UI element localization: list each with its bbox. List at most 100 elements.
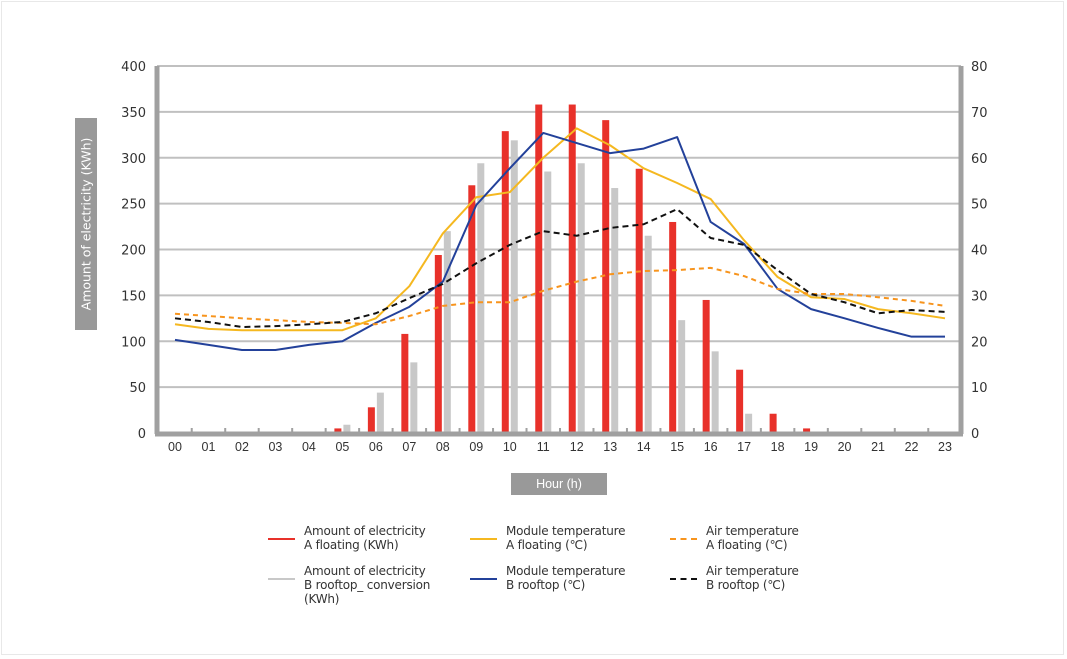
legend-label: Air temperature A floating (℃) [706,524,799,552]
lines [174,127,946,351]
x-tick-label: 20 [838,440,852,454]
x-tick-label: 14 [637,440,651,454]
x-tick-label: 16 [704,440,718,454]
bar-b-rooftop [611,188,619,433]
x-tick-label: 02 [235,440,249,454]
x-tick-label: 03 [268,440,282,454]
legend-label: Air temperature B rooftop (℃) [706,564,799,592]
bar-b-rooftop [544,171,552,433]
legend-label: Module temperature A floating (℃) [506,524,626,552]
y-tick-label: 50 [129,381,146,396]
x-tick-label: 00 [168,440,182,454]
bar-b-rooftop [644,235,652,433]
bar-b-rooftop [376,392,384,433]
y2-tick-labels: 0 10 20 30 40 50 60 70 80 [971,60,988,442]
y-tick-label: 150 [121,289,146,304]
x-tick-label: 12 [570,440,584,454]
bar-b-rooftop [510,140,518,433]
x-tick-label: 13 [603,440,617,454]
bar-a-floating [736,369,744,433]
y-tick-label: 250 [121,198,146,213]
bar-a-floating [602,120,610,433]
legend-swatch [670,578,697,580]
legend-label: Amount of electricity A floating (KWh) [304,524,426,552]
y2-tick-label: 30 [971,289,988,304]
bar-a-floating [635,168,643,433]
x-tick-label: 22 [905,440,919,454]
bar-b-rooftop [343,424,351,433]
x-tick-labels: 00 01 02 03 04 05 06 07 08 09 10 11 12 13 14 15 16 17 18 19… [168,440,952,454]
legend-swatch [470,538,497,540]
y-axis-label: Amount of electricity (KWh) [78,137,94,311]
legend-module-temp-a: Module temperature A floating (℃) [470,524,625,552]
x-tick-label: 07 [402,440,416,454]
x-tick-label: 06 [369,440,383,454]
legend-electricity-a: Amount of electricity A floating (KWh) [268,524,426,552]
y-tick-label: 200 [121,244,146,259]
y-tick-label: 0 [138,427,146,442]
bar-a-floating [568,104,576,433]
legend: Amount of electricity A floating (KWh) Mo… [268,524,828,614]
y2-tick-label: 80 [971,60,988,75]
x-tick-label: 09 [469,440,483,454]
x-tick-label: 21 [871,440,885,454]
bar-b-rooftop [577,163,585,433]
legend-swatch [268,578,295,580]
legend-electricity-b: Amount of electricity B rooftop_ convers… [268,564,430,606]
y-tick-labels: 0 50 100 150 200 250 300 350 400 [121,60,146,442]
x-axis-label: Hour (h) [511,473,607,495]
y2-tick-label: 70 [971,106,988,121]
legend-label: Amount of electricity B rooftop_ convers… [304,564,431,606]
bar-b-rooftop [410,362,418,433]
legend-swatch [670,538,697,540]
y2-tick-label: 50 [971,198,988,213]
y2-tick-label: 20 [971,335,988,350]
y-tick-label: 400 [121,60,146,75]
axes [154,66,964,437]
bar-a-floating [367,407,375,433]
bar-a-floating [669,221,677,433]
bar-a-floating [468,185,476,433]
y-axis-label-box [75,118,97,330]
x-tick-label: 01 [202,440,216,454]
bar-a-floating [501,131,509,433]
line-module-temp-a [174,127,946,332]
x-tick-label: 04 [302,440,316,454]
y2-tick-label: 60 [971,152,988,167]
x-tick-label: 15 [670,440,684,454]
y2-tick-label: 10 [971,381,988,396]
bar-a-floating [401,333,409,433]
x-tick-label: 10 [503,440,517,454]
bar-a-floating [702,299,710,433]
x-tick-label: 05 [335,440,349,454]
bar-a-floating [535,104,543,433]
x-tick-label: 11 [537,440,550,454]
legend-module-temp-b: Module temperature B rooftop (℃) [470,564,625,592]
x-tick-label: 19 [804,440,818,454]
line-air-temp-a [174,266,946,326]
bar-b-rooftop [443,231,451,433]
line-module-temp-b [174,131,945,351]
y2-tick-label: 40 [971,244,988,259]
y-tick-label: 100 [121,335,146,350]
x-tick-label: 18 [771,440,785,454]
y-tick-label: 300 [121,152,146,167]
legend-air-temp-a: Air temperature A floating (℃) [670,524,799,552]
x-tick-label: 08 [436,440,450,454]
legend-air-temp-b: Air temperature B rooftop (℃) [670,564,799,592]
y2-tick-label: 0 [971,427,979,442]
legend-label: Module temperature B rooftop (℃) [506,564,626,592]
legend-swatch [268,538,295,540]
legend-swatch [470,578,497,580]
gridlines [157,65,961,389]
line-air-temp-b [174,208,946,329]
bar-b-rooftop [678,320,686,433]
bar-a-floating [334,428,342,433]
bar-a-floating [434,255,442,433]
x-tick-label: 17 [737,440,751,454]
y-tick-label: 350 [121,106,146,121]
x-tick-label: 23 [938,440,952,454]
bar-b-rooftop [745,413,753,433]
